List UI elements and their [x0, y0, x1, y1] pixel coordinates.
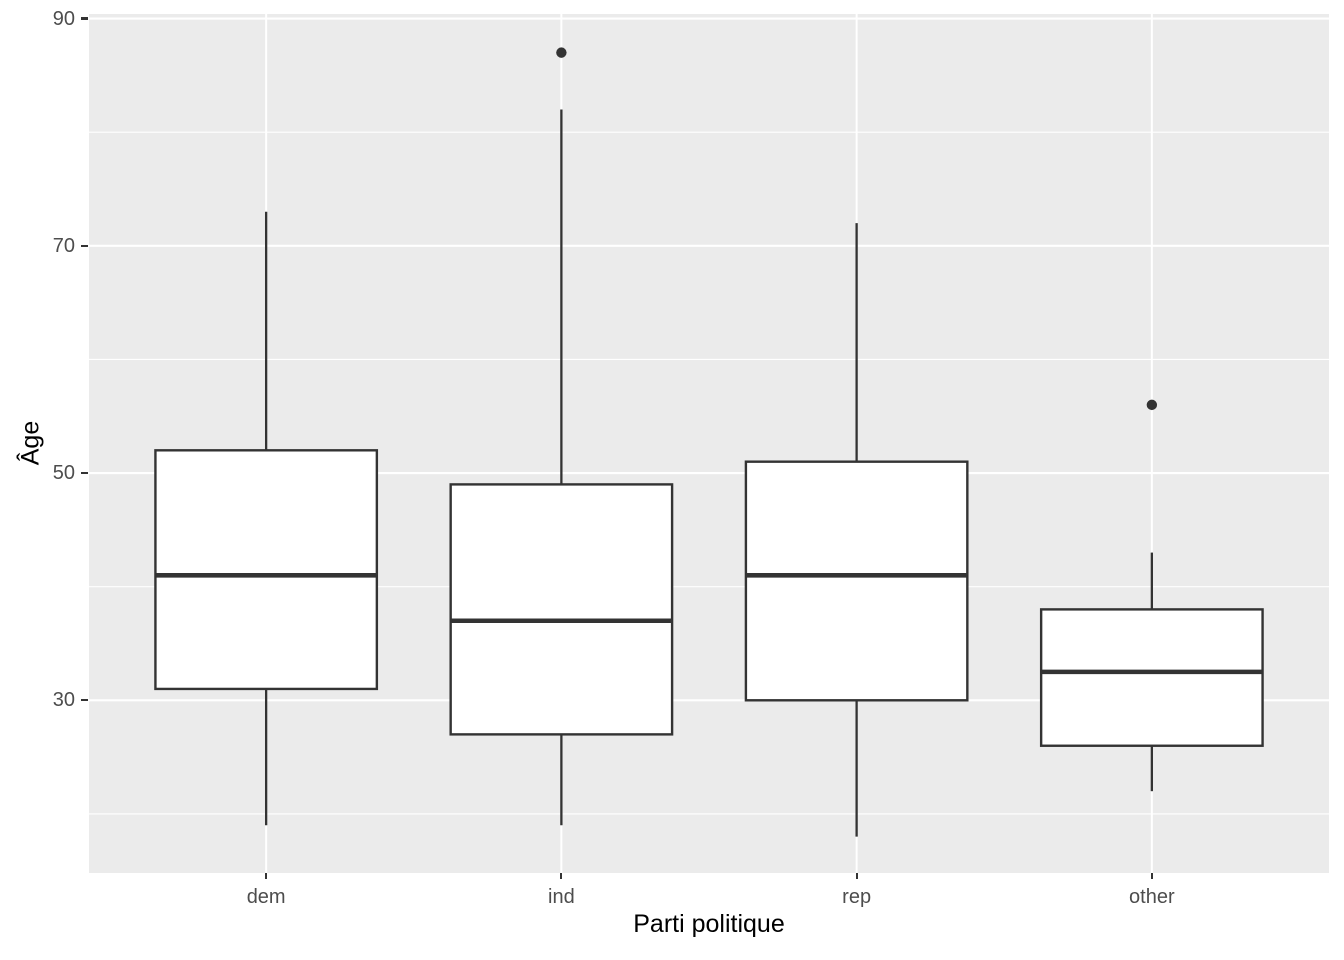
y-tick-label: 70	[52, 234, 75, 257]
x-tick-label: ind	[548, 886, 575, 908]
boxplot-canvas	[89, 14, 1329, 873]
x-tick-label: other	[1129, 886, 1175, 908]
iqr-box	[449, 483, 674, 736]
iqr-box	[744, 460, 969, 702]
y-tick-label: 50	[52, 462, 75, 485]
x-tick-label: dem	[246, 886, 286, 908]
x-tick-label: rep	[842, 886, 872, 908]
y-tick-mark	[81, 471, 88, 475]
y-tick-mark	[81, 699, 88, 702]
iqr-box	[154, 449, 379, 691]
y-tick-mark	[81, 17, 88, 20]
x-tick-mark	[1150, 873, 1153, 879]
y-tick-mark	[81, 244, 88, 247]
y-tick-label: 30	[52, 689, 75, 712]
boxplot-dem	[154, 211, 379, 826]
x-tick-mark	[265, 873, 268, 879]
x-tick-mark	[560, 873, 563, 879]
iqr-box	[1039, 608, 1264, 747]
y-axis-title: Âge	[16, 420, 45, 466]
outlier-point	[556, 47, 567, 58]
x-tick-mark	[855, 873, 858, 879]
boxplot-rep	[744, 223, 969, 837]
boxplot-ind	[449, 47, 674, 826]
boxplot-other	[1039, 399, 1264, 792]
x-axis-title: Parti politique	[633, 910, 785, 938]
y-tick-label: 90	[52, 7, 75, 30]
outlier-point	[1146, 399, 1158, 411]
plot-panel	[89, 14, 1329, 873]
